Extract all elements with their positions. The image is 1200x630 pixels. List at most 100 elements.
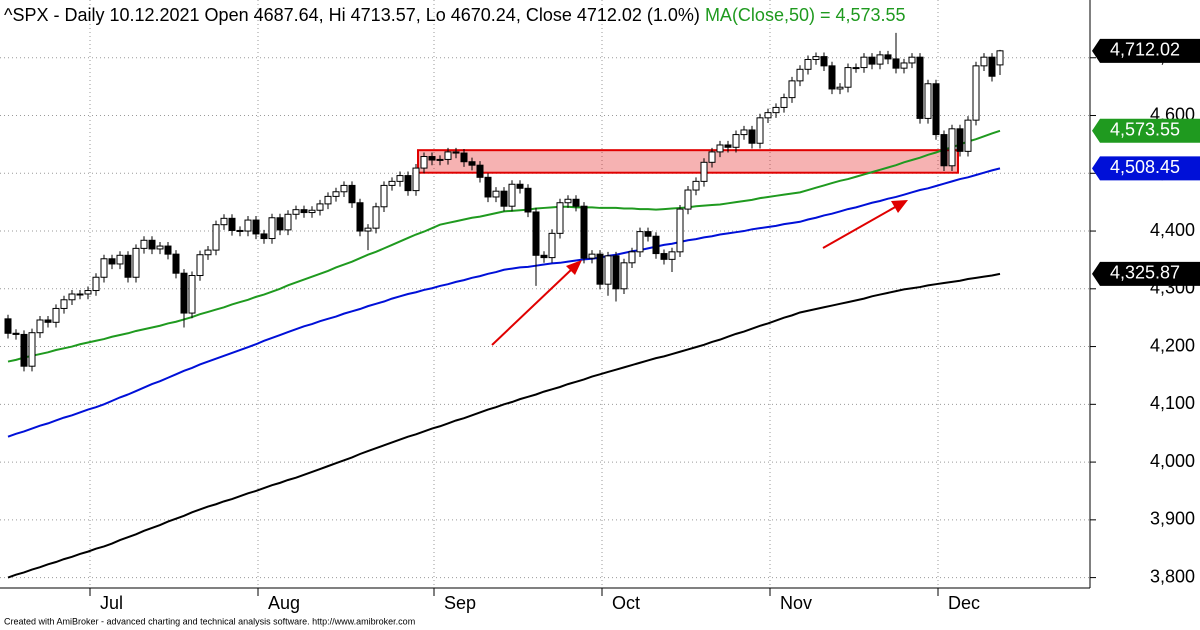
value-tag <box>1092 261 1200 286</box>
candle-body <box>292 209 300 215</box>
value-tag <box>1092 38 1200 63</box>
candle-body <box>28 332 36 367</box>
ma-caption: MA(Close,50) = 4,573.55 <box>705 5 906 25</box>
candle-body <box>84 290 92 295</box>
candle-body <box>100 258 108 278</box>
candle-body <box>196 254 204 277</box>
candle-body <box>900 62 908 69</box>
candle-body <box>180 272 188 314</box>
candle-body <box>612 255 620 290</box>
y-tick-label: 4,000 <box>1150 451 1195 471</box>
candle-body <box>444 151 452 160</box>
candle-body <box>772 106 780 114</box>
candle-body <box>564 198 572 204</box>
candle-body <box>748 129 756 144</box>
candle-body <box>484 176 492 198</box>
candle-body <box>940 134 948 167</box>
candle-body <box>500 190 508 207</box>
candle-body <box>276 217 284 231</box>
candle-body <box>620 262 628 290</box>
candle-body <box>212 224 220 251</box>
candle-body <box>660 253 668 260</box>
candle-body <box>828 65 836 90</box>
candle-body <box>372 206 380 229</box>
y-tick-label: 4,400 <box>1150 220 1195 240</box>
x-tick-label: Oct <box>612 593 640 613</box>
candle-body <box>44 319 52 323</box>
candle-body <box>316 203 324 211</box>
candle-body <box>964 119 972 152</box>
candle-body <box>188 275 196 314</box>
candle-body <box>972 65 980 121</box>
arrow-head <box>566 260 582 275</box>
candle-body <box>260 233 268 240</box>
candle-body <box>436 158 444 161</box>
candle-body <box>572 198 580 207</box>
candle-body <box>468 161 476 166</box>
candle-body <box>956 128 964 152</box>
axis-labels: 3,8003,9004,0004,1004,2004,3004,4004,500… <box>89 47 1195 613</box>
candle-body <box>548 232 556 259</box>
candle-body <box>764 112 772 119</box>
candle-body <box>396 175 404 182</box>
footer: Created with AmiBroker - advanced charti… <box>4 616 415 626</box>
candle-body <box>12 332 20 335</box>
candle-body <box>340 184 348 193</box>
candle-body <box>700 161 708 182</box>
candle-body <box>716 144 724 153</box>
y-tick-label: 4,200 <box>1150 335 1195 355</box>
candle-body <box>844 67 852 88</box>
candle-body <box>332 191 340 197</box>
candle-body <box>460 152 468 163</box>
x-tick-label: Jul <box>100 593 123 613</box>
candle-body <box>924 83 932 119</box>
x-tick-label: Sep <box>444 593 476 613</box>
candle-body <box>236 229 244 232</box>
candle-body <box>732 134 740 148</box>
candle-body <box>204 249 212 256</box>
candle-body <box>908 56 916 64</box>
candle-body <box>228 217 236 231</box>
chart-title: ^SPX - Daily 10.12.2021 Open 4687.64, Hi… <box>4 5 906 25</box>
candle-body <box>348 184 356 204</box>
candle-body <box>708 151 716 163</box>
candle-body <box>68 293 76 301</box>
candle-body <box>92 276 100 292</box>
candle-body <box>628 251 636 264</box>
candle-body <box>420 156 428 169</box>
candle-body <box>604 255 612 285</box>
candle-body <box>884 54 892 60</box>
candle-body <box>452 151 460 154</box>
value-tag <box>1092 118 1200 143</box>
candle-body <box>140 239 148 249</box>
value-tag <box>1092 156 1200 181</box>
candle-body <box>20 333 28 367</box>
candle-body <box>356 202 364 232</box>
candle-body <box>724 144 732 148</box>
x-tick-label: Dec <box>948 593 980 613</box>
y-tick-label: 4,100 <box>1150 393 1195 413</box>
candle-body <box>780 97 788 108</box>
candle-body <box>156 245 164 250</box>
candle-body <box>852 67 860 70</box>
candle-body <box>796 68 804 82</box>
candle-body <box>364 227 372 232</box>
candle-body <box>556 202 564 234</box>
candle-body <box>116 254 124 265</box>
candle-body <box>428 156 436 161</box>
candle-body <box>892 58 900 69</box>
candle-body <box>148 239 156 250</box>
candle-body <box>60 299 68 309</box>
moving-averages <box>7 129 1001 579</box>
candle-body <box>476 164 484 178</box>
title-text: ^SPX - Daily 10.12.2021 Open 4687.64, Hi… <box>4 5 700 25</box>
candle-body <box>164 245 172 255</box>
arrow <box>491 268 573 346</box>
candle-body <box>508 183 516 207</box>
candle-body <box>588 253 596 259</box>
value-tag-label: 4,508.45 <box>1110 157 1180 177</box>
candle-body <box>404 175 412 192</box>
arrows <box>491 200 908 346</box>
candle-body <box>324 195 332 205</box>
